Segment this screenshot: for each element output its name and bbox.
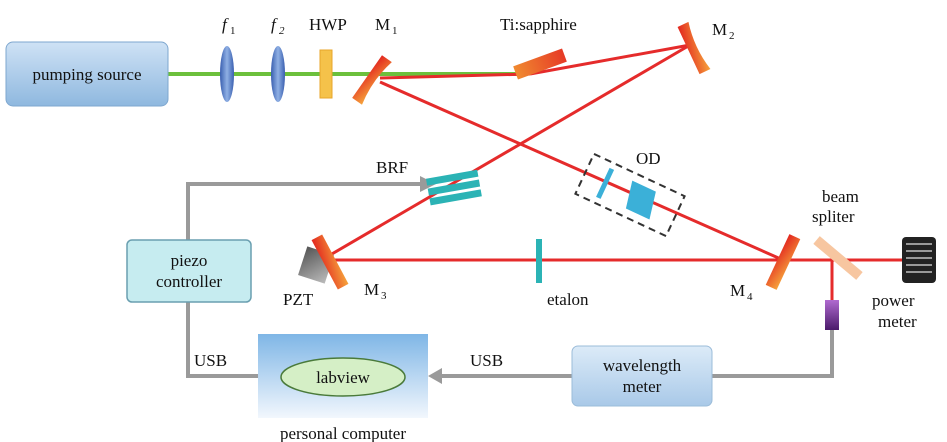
- etalon-element: [536, 239, 542, 283]
- ti-sapphire-label: Ti:sapphire: [500, 15, 577, 34]
- wavelength-meter-box: [571, 345, 713, 407]
- f1-subscript: 1: [230, 25, 236, 37]
- fiber-coupler: [825, 300, 839, 330]
- od-label: OD: [636, 149, 661, 168]
- power-meter-label-line2: meter: [878, 312, 917, 331]
- etalon-label: etalon: [547, 290, 589, 309]
- m1-label: M: [375, 15, 390, 34]
- brf-label: BRF: [376, 158, 408, 177]
- beam-ti-m2: [529, 43, 691, 76]
- m2-label: M: [712, 20, 727, 39]
- beam-m1-ti: [379, 72, 531, 80]
- beam-splitter-label-line2: spliter: [812, 207, 855, 226]
- piezo-controller-label-line1: piezo: [171, 251, 208, 270]
- ti-sapphire-crystal: [513, 48, 567, 80]
- arrow-to-pc: [428, 368, 442, 384]
- mirror-m4: [765, 234, 801, 290]
- m3-subscript: 3: [381, 290, 387, 302]
- hwp-label: HWP: [309, 15, 347, 34]
- m3-label: M: [364, 280, 379, 299]
- m1-subscript: 1: [392, 25, 398, 37]
- cavity-beams: [324, 43, 905, 262]
- f2-subscript: 2: [279, 25, 285, 37]
- labview-ellipse: [280, 357, 406, 397]
- usb-label-left: USB: [194, 351, 227, 370]
- mirror-m1: [352, 55, 392, 105]
- pumping-source-label: pumping source: [32, 65, 141, 84]
- mirror-m3: [311, 234, 349, 290]
- f2-label: f: [271, 15, 278, 34]
- beam-splitter: [813, 236, 863, 280]
- beam-m2-m3: [324, 43, 691, 260]
- mirror-m2: [677, 21, 711, 75]
- birefringent-filter: [425, 169, 482, 206]
- m4-label: M: [730, 281, 745, 300]
- pc-to-piezo-line: [186, 282, 258, 378]
- m4-subscript: 4: [747, 291, 753, 303]
- power-meter: [902, 237, 936, 283]
- wavelength-meter-label-line1: wavelength: [603, 356, 682, 375]
- f1-label: f: [222, 15, 229, 34]
- pumping-source-box: [5, 41, 169, 107]
- labview-label: labview: [316, 368, 371, 387]
- wavelength-meter-label-line2: meter: [623, 377, 662, 396]
- usb-label-right: USB: [470, 351, 503, 370]
- beam-m1-m4: [379, 80, 784, 262]
- pzt-label: PZT: [283, 290, 314, 309]
- piezo-to-brf-line: [186, 182, 420, 240]
- power-meter-label-line1: power: [872, 291, 915, 310]
- beam-splitter-label-line1: beam: [822, 187, 859, 206]
- piezo-controller-label-line2: controller: [156, 272, 222, 291]
- lens-f2: [271, 46, 285, 102]
- optical-diode: [574, 152, 686, 238]
- piezo-controller-box: [126, 239, 252, 303]
- m2-subscript: 2: [729, 30, 735, 42]
- half-wave-plate: [319, 49, 333, 99]
- personal-computer-label: personal computer: [280, 424, 406, 442]
- lens-f1: [220, 46, 234, 102]
- signal-wiring: [186, 182, 834, 378]
- detector-to-wavemeter-line: [712, 330, 834, 378]
